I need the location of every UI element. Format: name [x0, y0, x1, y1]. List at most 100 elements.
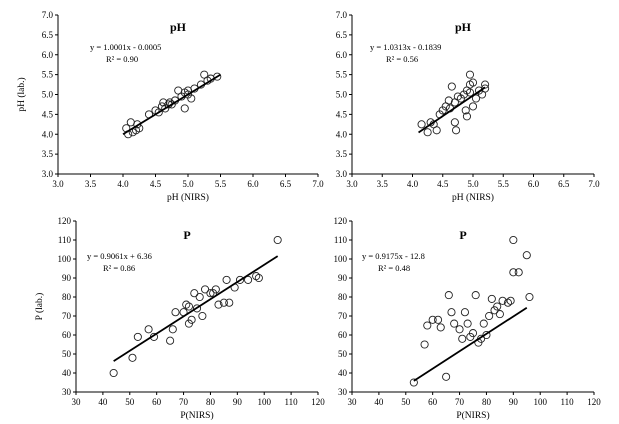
data-point [180, 104, 189, 113]
y-tick-label: 50 [62, 349, 72, 359]
x-tick-label: 90 [233, 397, 243, 407]
x-tick-label: 120 [587, 397, 601, 407]
data-point [493, 302, 502, 311]
data-point [198, 311, 207, 321]
y-tick-label: 6.5 [336, 30, 348, 40]
y-tick-label: 5.0 [336, 90, 348, 100]
data-point [423, 128, 432, 137]
data-point [447, 308, 456, 317]
data-point [514, 268, 523, 277]
data-point [171, 308, 180, 317]
chart-title: P [183, 228, 190, 242]
scatter-panel-1: 3.0 3.5 4.0 4.5 5.0 5.5 6.0 6.5 7.0 3.0 3.5 4.0 4.5 5… [16, 10, 324, 203]
x-tick-label: 70 [455, 397, 465, 407]
y-tick-label: 60 [62, 330, 72, 340]
data-point [462, 112, 472, 121]
data-point [525, 292, 534, 302]
x-tick-label: 30 [72, 397, 82, 407]
data-point [254, 273, 263, 283]
data-point [465, 70, 475, 79]
data-point [468, 329, 478, 338]
data-point [244, 275, 253, 284]
data-point [495, 310, 504, 319]
y-tick-label: 110 [58, 235, 72, 245]
x-tick-label: 6.0 [247, 179, 259, 189]
y-tick-label: 120 [58, 216, 72, 226]
data-point [479, 319, 488, 328]
data-point [460, 308, 469, 317]
chart-title: pH [455, 20, 472, 34]
y-tick-label: 4.0 [336, 129, 348, 139]
regression-equation: y = 1.0313x - 0.1839 [370, 42, 441, 52]
data-point [168, 325, 177, 334]
data-point [481, 84, 490, 93]
x-axis-label: pH (NIRS) [167, 192, 209, 203]
trendline [122, 73, 221, 136]
y-tick-label: 120 [334, 216, 348, 226]
y-tick-label: 50 [338, 349, 348, 359]
x-tick-label: 5.0 [467, 179, 479, 189]
y-axis-label: pH (lab.) [16, 77, 27, 111]
x-tick-label: 40 [374, 397, 384, 407]
data-point [471, 94, 481, 103]
r-squared-label: R² = 0.90 [106, 54, 138, 64]
data-point [235, 275, 245, 284]
data-point [522, 251, 531, 260]
chart-title: pH [170, 20, 187, 34]
regression-equation: y = 0.9061x + 6.36 [87, 251, 152, 261]
data-point [144, 325, 153, 334]
x-tick-label: 100 [257, 397, 271, 407]
data-point [182, 300, 191, 309]
x-tick-label: 7.0 [588, 179, 600, 189]
data-point [444, 96, 453, 105]
x-tick-label: 6.5 [280, 179, 292, 189]
data-point [423, 321, 432, 330]
data-point [506, 296, 515, 305]
x-tick-label: 40 [98, 397, 108, 407]
x-tick-label: 100 [533, 397, 547, 407]
y-axis-label: P (lab.) [34, 293, 45, 321]
x-tick-label: 50 [401, 397, 411, 407]
data-point [509, 235, 518, 245]
x-tick-label: 60 [152, 397, 162, 407]
y-tick-label: 4.0 [42, 129, 54, 139]
data-point [463, 319, 472, 328]
data-point [213, 72, 222, 81]
r-squared-label: R² = 0.86 [103, 263, 135, 273]
x-axis-label: pH (NIRS) [452, 192, 494, 203]
y-tick-label: 80 [338, 292, 348, 302]
r-squared-label: R² = 0.56 [386, 54, 418, 64]
x-tick-label: 120 [311, 397, 325, 407]
y-tick-label: 7.0 [336, 10, 348, 20]
y-tick-label: 90 [338, 273, 348, 283]
y-tick-label: 5.5 [336, 70, 348, 80]
scatter-panel-3: 30 40 50 60 70 80 90 100 110 120 30 40 50 60 70 80 90 100… [34, 216, 325, 421]
data-point [461, 106, 470, 115]
y-tick-label: 70 [338, 311, 348, 321]
x-tick-label: 3.5 [85, 179, 97, 189]
x-tick-label: 110 [561, 397, 575, 407]
y-tick-label: 6.0 [336, 50, 348, 60]
data-point [214, 300, 223, 309]
x-tick-label: 90 [509, 397, 519, 407]
data-point [109, 368, 118, 378]
data-point [487, 294, 496, 303]
y-tick-label: 30 [338, 387, 348, 397]
data-point [211, 285, 220, 294]
data-point [468, 102, 478, 111]
data-point [184, 302, 193, 311]
y-tick-label: 30 [62, 387, 72, 397]
data-point [187, 94, 196, 103]
y-tick-label: 6.5 [42, 30, 54, 40]
y-tick-label: 4.5 [336, 109, 348, 119]
y-tick-label: 3.0 [336, 169, 348, 179]
y-tick-label: 6.0 [42, 50, 54, 60]
data-point [420, 340, 429, 349]
data-point [450, 118, 459, 127]
regression-equation: y = 0.9175x - 12.8 [362, 251, 425, 261]
data-point [128, 353, 137, 362]
y-tick-label: 3.5 [336, 149, 348, 159]
data-point [133, 332, 142, 341]
data-point [455, 325, 464, 334]
